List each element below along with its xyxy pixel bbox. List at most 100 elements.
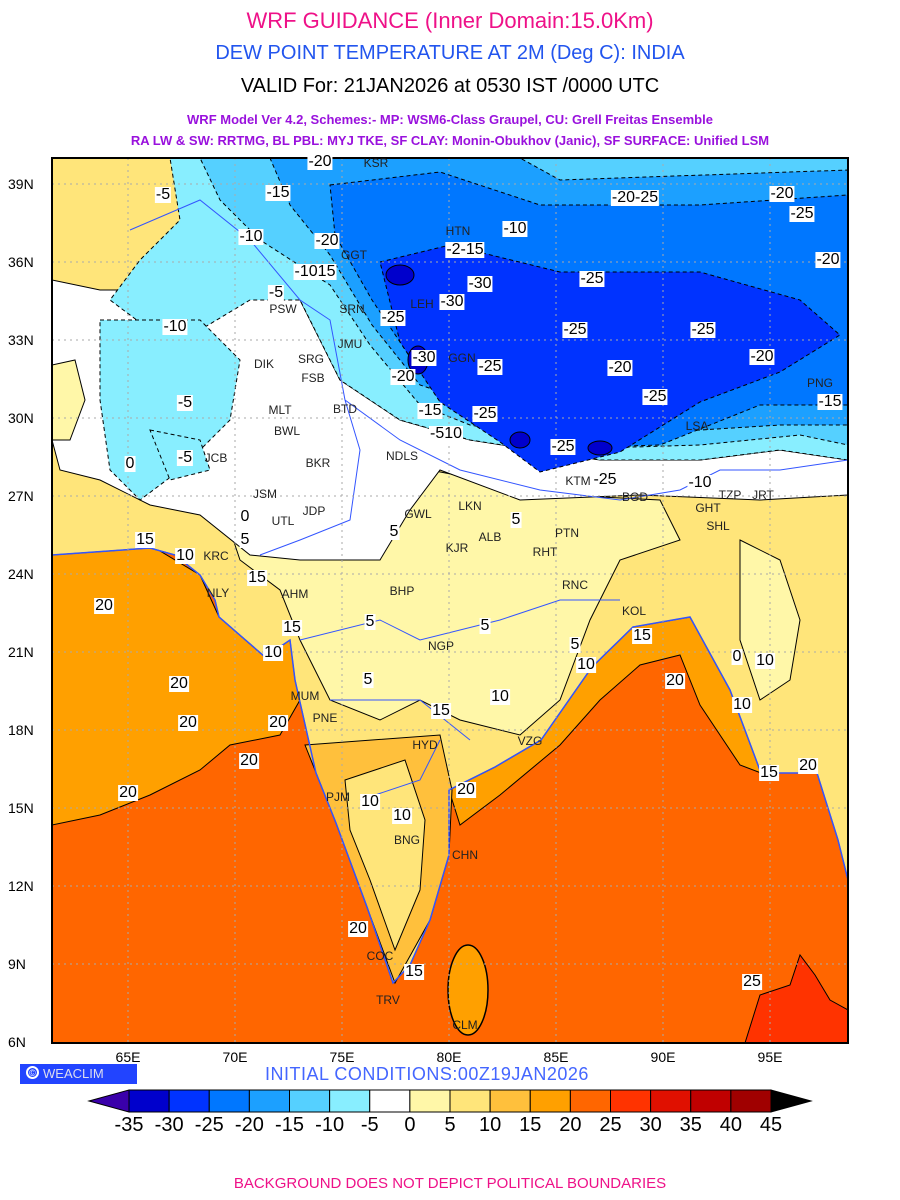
colorbar-label: 25 [599, 1114, 622, 1136]
contour-label: -20 [749, 348, 775, 365]
contour-label: -25 [550, 438, 576, 455]
contour-label: -30 [411, 349, 437, 366]
city-label: JCB [204, 451, 228, 465]
contour-label: -10 [502, 220, 528, 237]
contour-label: 10 [576, 656, 596, 673]
contour-label: 20 [118, 784, 138, 801]
colorbar-under-arrow [87, 1089, 130, 1113]
contour-label: -1015 [293, 263, 337, 280]
city-label: LKN [458, 499, 482, 513]
city-label: GGT [341, 248, 367, 262]
contour-label: 5 [388, 523, 400, 540]
colorbar-label: -25 [194, 1114, 224, 1136]
core-minus35-minus30 [385, 264, 415, 286]
contour-label: 15 [135, 531, 155, 548]
contour-label: -25 [472, 405, 498, 422]
colorbar-swatch [369, 1089, 411, 1113]
city-label: KJR [445, 541, 469, 555]
colorbar-label: -20 [234, 1114, 264, 1136]
city-label: SRG [297, 352, 325, 366]
contour-label: 20 [239, 752, 259, 769]
core-minus35-minus30 [587, 440, 613, 456]
contour-label: -15 [265, 184, 291, 201]
lat-label: 6N [8, 1034, 26, 1050]
city-label: KOL [621, 604, 647, 618]
lat-label: 30N [8, 410, 34, 426]
lon-label: 70E [222, 1049, 248, 1065]
colorbar-swatch [329, 1089, 371, 1113]
contour-label: -30 [467, 275, 493, 292]
lat-label: 21N [8, 644, 34, 660]
contour-label: -25 [592, 471, 618, 488]
contour-label: -5 [176, 394, 194, 411]
map-title: WRF GUIDANCE (Inner Domain:15.0Km) [246, 8, 654, 33]
model-info-line-1: WRF Model Ver 4.2, Schemes:- MP: WSM6-Cl… [187, 112, 713, 127]
lat-label: 39N [8, 176, 34, 192]
colorbar-swatch [569, 1089, 611, 1113]
colorbar-label: 35 [679, 1114, 702, 1136]
contour-label: -20 [314, 232, 340, 249]
copyright-icon: © [26, 1066, 39, 1079]
contour-label: 15 [759, 764, 779, 781]
contour-label: 10 [360, 793, 380, 810]
contour-label: -20-25 [610, 189, 660, 206]
city-label: JMU [337, 337, 363, 351]
city-label: KSR [363, 156, 389, 170]
contour-label: 20 [665, 672, 685, 689]
contour-label: -20 [815, 251, 841, 268]
contour-label: 20 [169, 675, 189, 692]
contour-label: 20 [178, 714, 198, 731]
city-label: AHM [281, 587, 309, 601]
sri-lanka [447, 944, 489, 1036]
contour-label: 10 [490, 688, 510, 705]
lon-label: 95E [757, 1049, 783, 1065]
city-label: ALB [478, 530, 502, 544]
contour-label: 0 [124, 455, 136, 472]
city-label: MLT [268, 403, 292, 417]
logo-text: WEACLIM [43, 1066, 104, 1081]
lon-label: 85E [543, 1049, 569, 1065]
city-label: KTM [565, 474, 591, 488]
city-label: HYD [412, 738, 438, 752]
contour-label: -25 [579, 270, 605, 287]
colorbar-label: -5 [360, 1114, 379, 1136]
city-label: BTD [333, 402, 357, 416]
city-label: GWL [404, 507, 432, 521]
contour-label: -15 [417, 402, 443, 419]
lon-label: 65E [115, 1049, 141, 1065]
lat-label: 36N [8, 254, 34, 270]
city-label: PJM [326, 790, 350, 804]
contour-label: 25 [742, 973, 762, 990]
model-info-line-2: RA LW & SW: RRTMG, BL PBL: MYJ TKE, SF C… [130, 133, 770, 148]
west-edge-0-5 [52, 359, 86, 441]
city-label: DIK [253, 357, 275, 371]
contour-label: 20 [94, 597, 114, 614]
colorbar-swatch [529, 1089, 571, 1113]
city-label: NDLS [385, 449, 419, 463]
colorbar-swatch [168, 1089, 210, 1113]
city-label: JSM [253, 487, 277, 501]
city-label: SHL [706, 519, 730, 533]
contour-label: 5 [362, 671, 374, 688]
weaclim-logo: © WEACLIM [20, 1064, 137, 1084]
contour-label: -10 [687, 474, 713, 491]
contour-label: -20 [769, 185, 795, 202]
contour-label: 20 [268, 714, 288, 731]
colorbar-label: -15 [275, 1114, 304, 1136]
city-label: LSA [685, 419, 709, 433]
city-label: FSB [301, 371, 325, 385]
colorbar-label: -35 [114, 1114, 144, 1136]
city-label: RHT [532, 545, 558, 559]
lon-label: 75E [329, 1049, 355, 1065]
colorbar-label: -10 [315, 1114, 345, 1136]
colorbar-swatch [248, 1089, 290, 1113]
city-label: BWL [273, 424, 301, 438]
contour-label: -25 [477, 358, 503, 375]
colorbar-swatch [128, 1089, 170, 1113]
contour-label: 10 [263, 644, 283, 661]
colorbar-swatch [650, 1089, 692, 1113]
contour-label: 15 [431, 702, 451, 719]
contour-label: 10 [392, 807, 412, 824]
lat-label: 15N [8, 800, 34, 816]
